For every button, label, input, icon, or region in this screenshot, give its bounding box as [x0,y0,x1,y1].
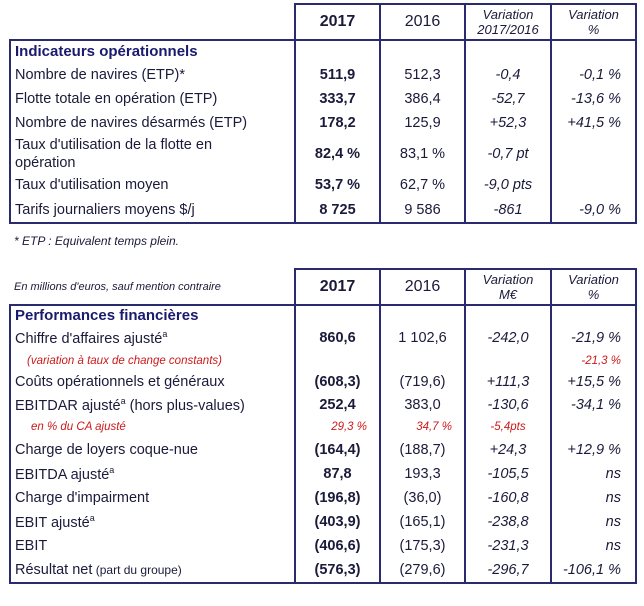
header-variation: Variation 2017/2016 [464,3,552,40]
header-variation: Variation M€ [464,268,552,305]
table-row: Charge de loyers coque-nue (164,4) (188,7)… [9,438,637,462]
table-row: EBITDAR ajustéa (hors plus-values) 252,4 3… [9,394,637,416]
table-row: Chiffre d'affaires ajustéa 860,6 1 102,6 -2… [9,325,637,351]
operational-indicators-table: 2017 2016 Variation 2017/2016 Variation% … [9,3,637,224]
table-row: Nombre de navires désarmés (ETP) 178,2 125… [9,111,637,135]
table-row: Nombre de navires (ETP)* 511,9 512,3 -0,4 -0… [9,62,637,87]
table-row: Taux d'utilisation moyen 53,7 % 62,7 % -9,0… [9,173,637,197]
table-row: EBITDA ajustéa 87,8 193,3 -105,5 ns [9,462,637,486]
section-title: Performances financières [9,304,296,325]
financial-performance-table: En millions d'euros, sauf mention contra… [9,268,637,584]
header-variation-pct: Variation% [550,3,637,40]
header-2016: 2016 [379,268,466,305]
table-row: Charge d'impairment (196,8) (36,0) -160,8 ns [9,486,637,510]
footnote: * ETP : Equivalent temps plein. [14,234,179,248]
table-row: Flotte totale en opération (ETP) 333,7 386… [9,87,637,111]
header-blank [10,4,296,40]
table-row: EBIT ajustéa (403,9) (165,1) -238,8 ns [9,510,637,534]
table-row: Taux d'utilisation de la flotte en opérat… [9,135,637,173]
table-row: Résultat net (part du groupe) (576,3) (279… [9,558,637,584]
section-title: Indicateurs opérationnels [9,39,296,62]
header-variation-pct: Variation% [550,268,637,305]
table-row: Coûts opérationnels et généraux (608,3) (7… [9,370,637,394]
table-row: en % du CA ajusté 29,3 % 34,7 % -5,4pts [9,416,637,438]
unit-note: En millions d'euros, sauf mention contra… [10,269,296,305]
table-row: Tarifs journaliers moyens $/j 8 725 9 586-… [9,197,637,224]
header-2017: 2017 [294,268,381,305]
table-row: EBIT (406,6) (175,3) -231,3 ns [9,534,637,558]
header-2017: 2017 [294,3,381,40]
header-2016: 2016 [379,3,466,40]
table-row: (variation à taux de change constants) -2… [9,351,637,370]
